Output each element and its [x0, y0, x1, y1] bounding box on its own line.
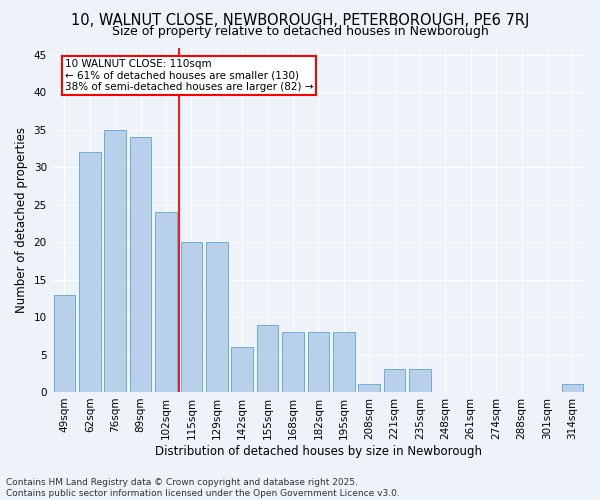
Bar	[155, 212, 177, 392]
Text: 10, WALNUT CLOSE, NEWBOROUGH, PETERBOROUGH, PE6 7RJ: 10, WALNUT CLOSE, NEWBOROUGH, PETERBOROU…	[71, 12, 529, 28]
Text: 10 WALNUT CLOSE: 110sqm
← 61% of detached houses are smaller (130)
38% of semi-d: 10 WALNUT CLOSE: 110sqm ← 61% of detache…	[65, 58, 313, 92]
X-axis label: Distribution of detached houses by size in Newborough: Distribution of detached houses by size …	[155, 444, 482, 458]
Bar	[79, 152, 101, 392]
Bar	[282, 332, 304, 392]
Bar	[358, 384, 380, 392]
Bar	[562, 384, 583, 392]
Bar	[130, 138, 151, 392]
Bar	[206, 242, 227, 392]
Bar	[181, 242, 202, 392]
Bar	[308, 332, 329, 392]
Bar	[333, 332, 355, 392]
Bar	[232, 347, 253, 392]
Bar	[384, 370, 406, 392]
Bar	[53, 294, 75, 392]
Text: Contains HM Land Registry data © Crown copyright and database right 2025.
Contai: Contains HM Land Registry data © Crown c…	[6, 478, 400, 498]
Text: Size of property relative to detached houses in Newborough: Size of property relative to detached ho…	[112, 25, 488, 38]
Bar	[104, 130, 126, 392]
Y-axis label: Number of detached properties: Number of detached properties	[15, 126, 28, 312]
Bar	[409, 370, 431, 392]
Bar	[257, 324, 278, 392]
